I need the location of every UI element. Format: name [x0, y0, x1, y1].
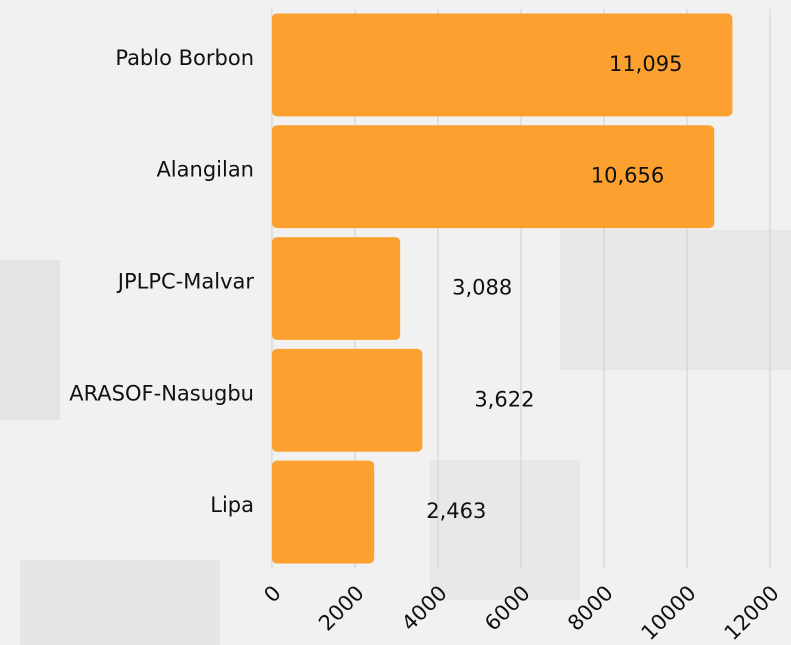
- data-label: 2,463: [426, 499, 486, 523]
- bar: [272, 237, 400, 340]
- y-tick-label: Alangilan: [156, 158, 254, 182]
- data-label: 3,088: [452, 276, 512, 300]
- bar: [272, 461, 374, 564]
- data-label: 11,095: [609, 52, 682, 76]
- background-shape: [430, 460, 580, 600]
- background-shape: [20, 560, 220, 645]
- background-shape: [0, 260, 60, 420]
- y-tick-label: ARASOF-Nasugbu: [69, 381, 254, 405]
- y-tick-label: Pablo Borbon: [115, 46, 254, 70]
- y-tick-label: Lipa: [210, 493, 254, 517]
- y-tick-label: JPLPC-Malvar: [116, 270, 255, 294]
- background-shape: [560, 230, 791, 370]
- chart: 020004000600080001000012000Pablo Borbon1…: [0, 0, 791, 645]
- data-label: 10,656: [591, 164, 664, 188]
- data-label: 3,622: [474, 387, 534, 411]
- bar: [272, 349, 422, 452]
